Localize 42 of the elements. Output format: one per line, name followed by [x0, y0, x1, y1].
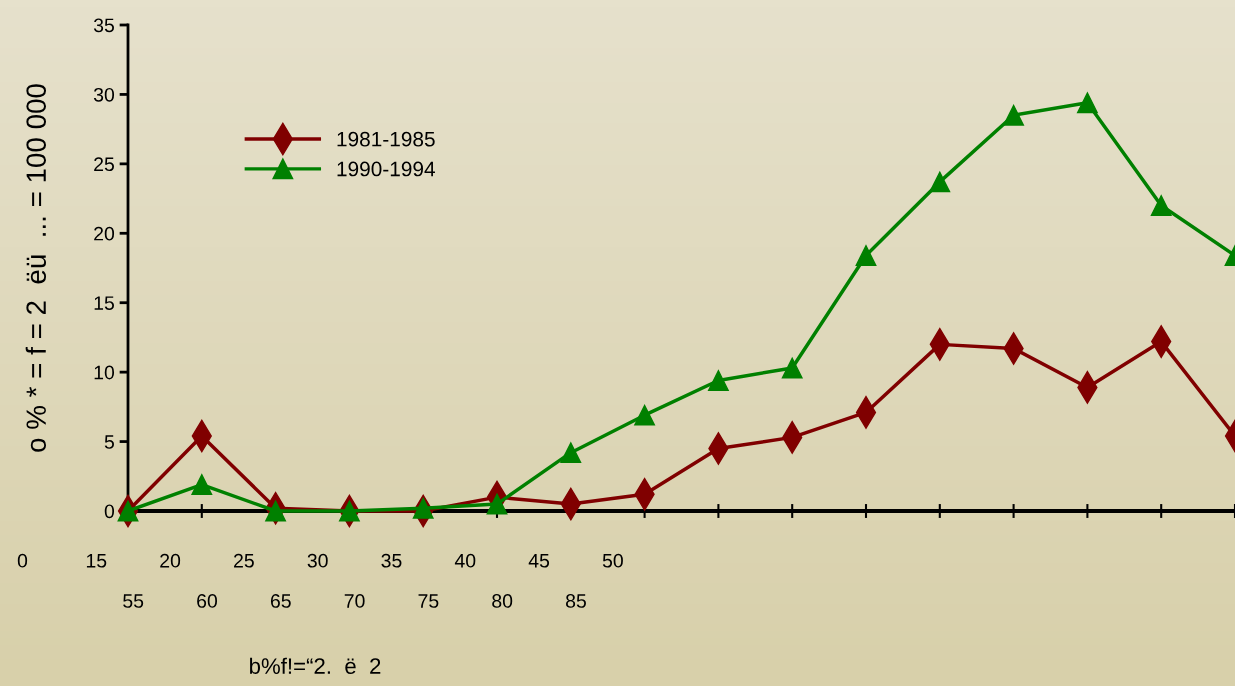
point — [412, 497, 434, 519]
y-tick-label: 20 — [94, 226, 115, 241]
text: 35 — [381, 553, 402, 568]
text: 85 — [566, 594, 586, 608]
point — [929, 171, 951, 193]
point — [707, 370, 729, 391]
text: 0 — [17, 553, 28, 568]
text: 55 — [123, 594, 144, 608]
text: 20 — [160, 553, 181, 568]
y-tick-label: 0 — [104, 504, 115, 519]
point — [191, 474, 213, 496]
text: 75 — [418, 594, 439, 608]
text: 30 — [307, 553, 328, 568]
text: 50 — [602, 553, 623, 568]
y-axis-title: o % * = f = 2 ëü ... = 100 000 — [25, 84, 47, 452]
text: 80 — [492, 594, 513, 608]
y-tick-label: 5 — [104, 435, 114, 449]
point — [560, 442, 582, 464]
text: 25 — [234, 553, 254, 568]
point — [1003, 104, 1025, 126]
point — [1076, 92, 1098, 114]
legend-label: 1990-1994 — [337, 161, 435, 177]
legend-label: 1981-1985 — [337, 131, 435, 147]
y-tick-label: 30 — [93, 87, 115, 102]
point — [1150, 195, 1172, 216]
text: 70 — [344, 594, 365, 608]
text: b%f!=“2. ë 2 — [250, 657, 381, 674]
y-tick-label: 35 — [93, 18, 114, 33]
y-tick-label: 10 — [94, 365, 115, 380]
point — [781, 357, 803, 379]
text: 40 — [454, 553, 476, 568]
text: 45 — [528, 554, 550, 568]
y-tick-label: 25 — [94, 157, 114, 172]
y-tick-label: 15 — [94, 296, 114, 310]
point — [338, 500, 360, 522]
text: 65 — [270, 594, 291, 608]
point — [117, 500, 139, 522]
point — [634, 404, 656, 426]
point — [265, 500, 287, 522]
point — [855, 245, 877, 266]
text: 60 — [197, 594, 218, 608]
point — [486, 493, 508, 515]
